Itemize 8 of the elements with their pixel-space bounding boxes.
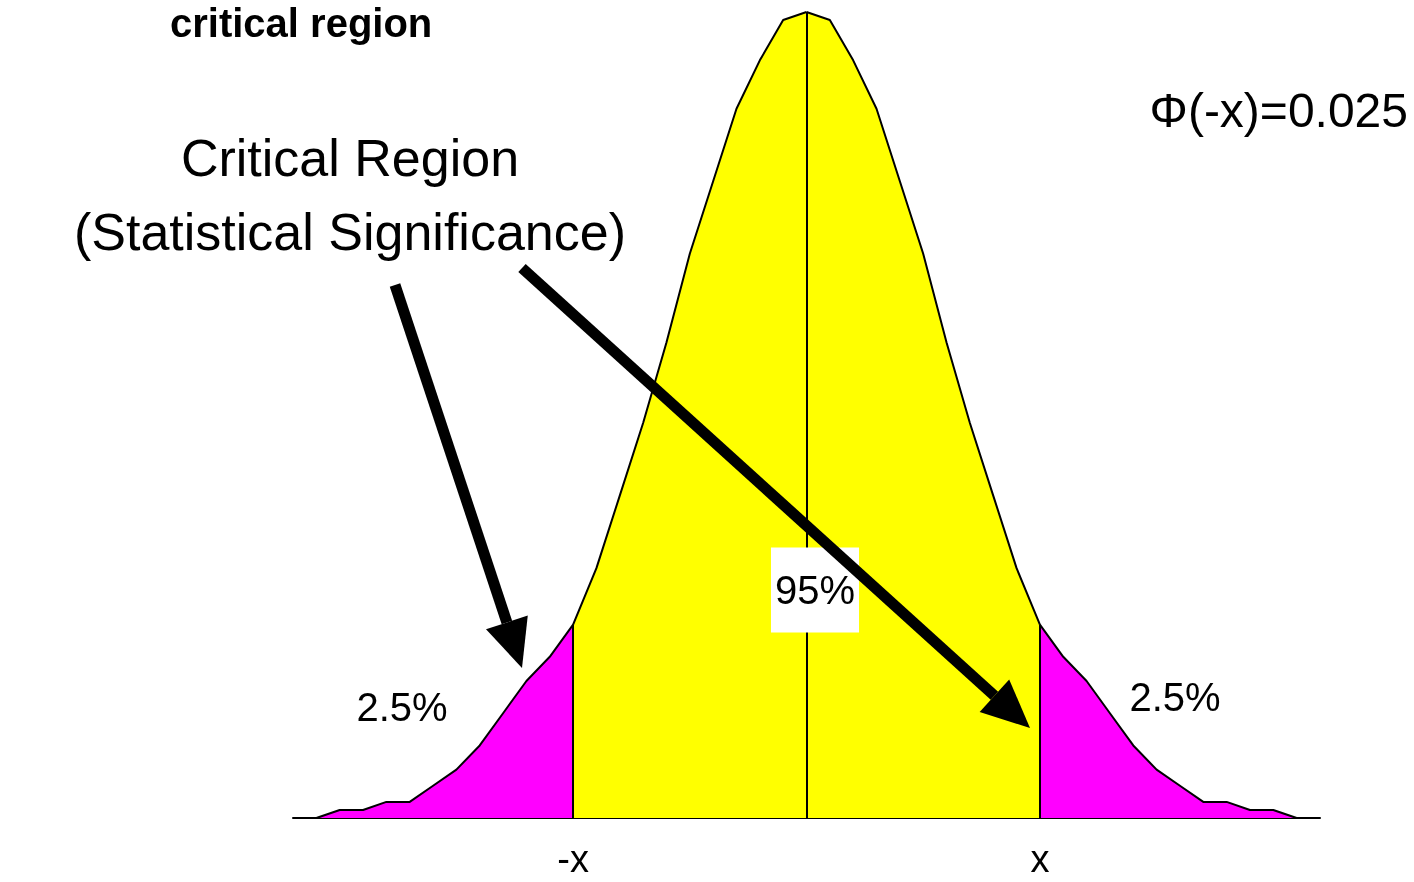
- annotation: 2.5%: [1129, 675, 1221, 719]
- annotation: 2.5%: [356, 685, 448, 729]
- x-tick-label: -x: [557, 838, 589, 880]
- chart-title: critical region: [170, 1, 433, 45]
- x-tick-label: x: [1030, 838, 1050, 880]
- annotation: 95%: [774, 568, 856, 612]
- annotation: Critical Region (Statistical Significance): [74, 129, 626, 261]
- annotation: Φ(-x)=0.025: [1149, 83, 1408, 137]
